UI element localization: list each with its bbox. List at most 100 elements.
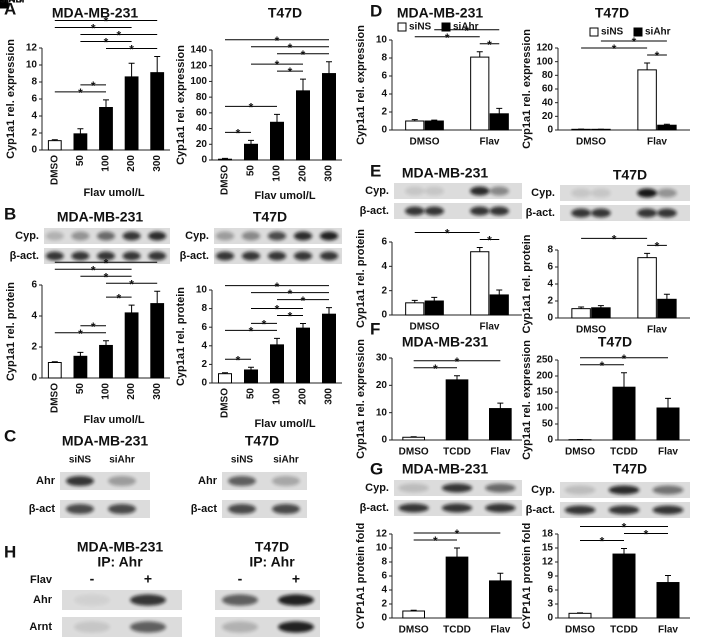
ip-label: IP: Ahr [97, 554, 143, 570]
significance-star: * [78, 86, 83, 100]
bar [612, 553, 636, 619]
y-tick-label: 2 [381, 107, 387, 118]
significance-star: * [288, 65, 293, 79]
blot-band [267, 231, 287, 241]
bar [656, 407, 680, 441]
bar [489, 580, 512, 619]
bar [637, 69, 657, 131]
y-axis-label: Cyp1a1 rel. expression [175, 45, 187, 165]
x-tick-label: Flav [479, 322, 499, 333]
blot-band [424, 186, 444, 196]
error-bar [644, 252, 651, 258]
bar [124, 312, 139, 379]
legend-label: siNS [0, 0, 23, 6]
y-tick-label: 100 [190, 76, 207, 87]
x-axis-label: Flav umol/L [254, 418, 315, 430]
y-tick-label: 12 [376, 529, 388, 540]
y-tick-label: 2 [381, 285, 387, 296]
blot-band [571, 188, 591, 198]
x-tick-label: 50 [246, 165, 257, 177]
bar [571, 308, 591, 319]
blot-row-label: β-act. [180, 250, 209, 262]
error-bar [326, 307, 332, 315]
y-tick-label: 20 [196, 139, 208, 150]
blot-strip [394, 183, 522, 199]
x-tick-label: Flav [658, 447, 678, 458]
chart-title: MDA-MB-231 [397, 5, 484, 21]
y-tick-label: 2 [547, 296, 553, 307]
x-tick-label: DMSO [565, 625, 595, 636]
significance-star: * [249, 325, 254, 339]
significance-star: * [632, 35, 637, 49]
bar [270, 121, 284, 161]
x-tick-label: TCDD [443, 625, 471, 636]
x-tick-label: 50 [75, 155, 86, 167]
error-bar [663, 293, 670, 300]
x-tick-label: 300 [152, 383, 163, 400]
x-tick-label: TCDD [610, 625, 638, 636]
x-axis-label: Flav umol/L [83, 187, 144, 199]
blot-band [608, 505, 640, 515]
panel-letter: G [370, 459, 383, 478]
blot-band [293, 251, 313, 261]
legend-label: siNS [0, 0, 23, 6]
significance-star: * [275, 280, 280, 294]
y-axis-label: Cyp1a1 rel. protein [5, 282, 17, 381]
panel-letter: H [4, 542, 16, 561]
x-tick-label: 200 [298, 165, 309, 182]
significance-star: * [116, 291, 121, 305]
blot-band [97, 251, 115, 261]
x-tick-label: Flav [490, 625, 510, 636]
blot-band [441, 503, 473, 513]
y-tick-label: 120 [536, 43, 553, 54]
blot-band [272, 503, 300, 515]
legend-swatch [633, 27, 643, 37]
error-bar [274, 113, 280, 123]
y-tick-label: 6 [547, 585, 553, 596]
x-tick-label: 100 [101, 383, 112, 400]
blot-band [319, 251, 339, 261]
blot-row-label: β-act [191, 503, 218, 515]
significance-star: * [301, 294, 306, 308]
blot-title: T47D [255, 539, 289, 555]
blot-band [571, 208, 591, 218]
error-bar [578, 306, 585, 309]
error-bar [665, 397, 671, 408]
chart-title: T47D [613, 461, 647, 477]
error-bar [77, 351, 84, 357]
y-tick-label: 12 [542, 557, 554, 568]
blot-band [424, 206, 444, 216]
x-tick-label: DMSO [399, 447, 429, 458]
y-tick-label: 6 [31, 280, 37, 291]
y-tick-label: 4 [381, 89, 387, 100]
significance-star: * [104, 270, 109, 284]
x-tick-label: Flav [490, 447, 510, 458]
y-tick-label: 10 [196, 285, 208, 296]
blot-strip [394, 203, 522, 219]
significance-star: * [249, 101, 254, 115]
bar [244, 143, 258, 161]
y-tick-label: 30 [376, 353, 388, 364]
significance-star: * [236, 353, 241, 367]
y-tick-label: 0 [547, 313, 553, 324]
significance-star: * [288, 287, 293, 301]
significance-star: * [116, 29, 121, 43]
significance-star: * [301, 48, 306, 62]
significance-star: * [236, 127, 241, 141]
y-axis-label: Cyp1a1 rel. expression [5, 39, 17, 159]
blot-row-label: Cyp. [15, 230, 39, 242]
y-tick-label: 4 [31, 111, 37, 122]
error-bar [476, 246, 483, 252]
significance-star: * [655, 240, 660, 254]
error-bar [222, 372, 228, 374]
significance-star: * [104, 36, 109, 50]
blot-band [241, 231, 261, 241]
y-tick-label: 8 [381, 53, 387, 64]
bar [73, 133, 88, 151]
y-tick-label: 120 [190, 60, 207, 71]
significance-star: * [644, 528, 649, 542]
blot-band [66, 475, 94, 487]
bar [402, 436, 426, 441]
bar [470, 251, 490, 316]
panel-letter: C [4, 426, 16, 445]
